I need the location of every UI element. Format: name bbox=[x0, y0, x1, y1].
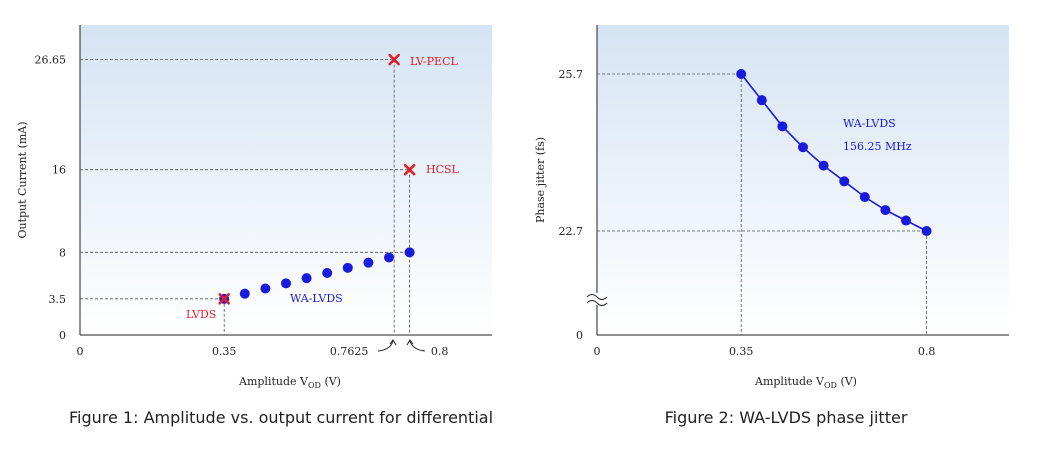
chart-1-plot-area bbox=[80, 25, 492, 335]
chart-2-data-point bbox=[839, 176, 850, 187]
chart-1-data-point bbox=[322, 268, 333, 278]
chart-1-data-point bbox=[301, 273, 312, 284]
chart-2-axis-break-icon bbox=[586, 294, 608, 306]
chart-1-marker-lvds bbox=[218, 293, 230, 305]
chart-1-y-tick-label: 3.5 bbox=[49, 293, 67, 306]
chart-1-data-point bbox=[281, 278, 291, 289]
chart-1-arrow-0.7625 bbox=[377, 340, 394, 352]
chart-2-data-point bbox=[859, 191, 870, 202]
chart-2-x-ticks: 0 0.35 0.8 bbox=[594, 345, 936, 358]
chart-1-arrow-0.8-head bbox=[406, 339, 414, 346]
chart-1-label-lvds: LVDS bbox=[186, 308, 216, 321]
chart-1-data-point bbox=[342, 262, 353, 273]
figure-2-caption: Figure 2: WA-LVDS phase jitter bbox=[665, 408, 908, 427]
chart-1-data-point bbox=[363, 257, 374, 268]
chart-2-data-point bbox=[798, 142, 808, 153]
chart-2-label-wa-lvds: WA-LVDS bbox=[843, 117, 896, 130]
chart-2: 0 22.7 25.7 0 0.35 0.8 WA-LVDS 156.25 MHz Ph… bbox=[534, 25, 1009, 427]
chart-1-y-tick-label: 0 bbox=[59, 329, 66, 342]
chart-2-series-line bbox=[740, 73, 927, 232]
chart-1-y-tick-label: 8 bbox=[59, 246, 66, 259]
chart-1-label-wa-lvds: WA-LVDS bbox=[290, 292, 343, 305]
chart-1-markers bbox=[218, 53, 416, 305]
chart-2-x-axis-label: Amplitude VOD (V) bbox=[754, 375, 857, 390]
chart-1-arrow-0.8 bbox=[409, 340, 426, 352]
chart-1-label-lv-pecl: LV-PECL bbox=[410, 55, 458, 68]
chart-1-x-axis-label: Amplitude VOD (V) bbox=[238, 375, 341, 390]
chart-2-data-point bbox=[921, 226, 932, 236]
chart-1-y-tick-label: 26.65 bbox=[35, 54, 67, 67]
chart-1-marker-hcsl bbox=[403, 163, 416, 176]
chart-2-data-point bbox=[736, 69, 747, 79]
chart-1-data-point bbox=[260, 283, 271, 294]
chart-1-x-ticks: 0 0.35 0.7625 0.8 bbox=[77, 345, 449, 358]
chart-2-data-point bbox=[777, 121, 788, 132]
chart-2-data-point bbox=[756, 95, 767, 106]
chart-2-axis-break-gap bbox=[590, 293, 604, 305]
chart-2-data-point bbox=[901, 215, 911, 226]
chart-2-series-points bbox=[736, 69, 932, 236]
chart-2-data-point bbox=[818, 160, 829, 171]
chart-2-y-tick-label: 25.7 bbox=[559, 68, 584, 81]
chart-1-arrow-0.7625-head bbox=[389, 339, 397, 346]
figure-1-caption: Figure 1: Amplitude vs. output current f… bbox=[69, 408, 493, 427]
chart-1-y-ticks: 0 3.5 8 16 26.65 bbox=[35, 54, 67, 342]
chart-1-x-tick-label: 0.8 bbox=[431, 345, 449, 358]
chart-1-data-point bbox=[404, 247, 415, 258]
chart-2-label-frequency: 156.25 MHz bbox=[843, 140, 912, 153]
chart-2-guide-lines bbox=[597, 73, 927, 335]
chart-1: 0 3.5 8 16 26.65 0 0.35 0.7625 0.8 WA-LVDS LVDS… bbox=[16, 25, 493, 427]
chart-2-x-tick-label: 0.8 bbox=[918, 345, 936, 358]
chart-1-marker-lv-pecl bbox=[388, 53, 400, 66]
chart-2-y-axis-label: Phase jitter (fs) bbox=[534, 137, 547, 223]
chart-2-x-tick-label: 0.35 bbox=[729, 345, 754, 358]
chart-2-y-tick-label: 0 bbox=[576, 329, 583, 342]
chart-1-data-point bbox=[384, 252, 394, 263]
chart-1-x-tick-label: 0.35 bbox=[212, 345, 237, 358]
chart-1-y-tick-label: 16 bbox=[52, 164, 66, 177]
chart-2-y-tick-label: 22.7 bbox=[559, 225, 584, 238]
chart-2-data-point bbox=[880, 205, 891, 216]
chart-1-label-hcsl: HCSL bbox=[426, 163, 460, 176]
chart-1-data-point bbox=[239, 288, 250, 299]
chart-1-series-wa-lvds bbox=[219, 247, 415, 304]
chart-1-x-tick-label: 0.7625 bbox=[330, 345, 369, 358]
chart-2-x-tick-label: 0 bbox=[594, 345, 601, 358]
chart-2-y-ticks: 0 22.7 25.7 bbox=[559, 68, 584, 342]
chart-2-plot-area bbox=[597, 25, 1009, 335]
chart-1-x-tick-label: 0 bbox=[77, 345, 84, 358]
chart-1-y-axis-label: Output Current (mA) bbox=[16, 121, 29, 238]
